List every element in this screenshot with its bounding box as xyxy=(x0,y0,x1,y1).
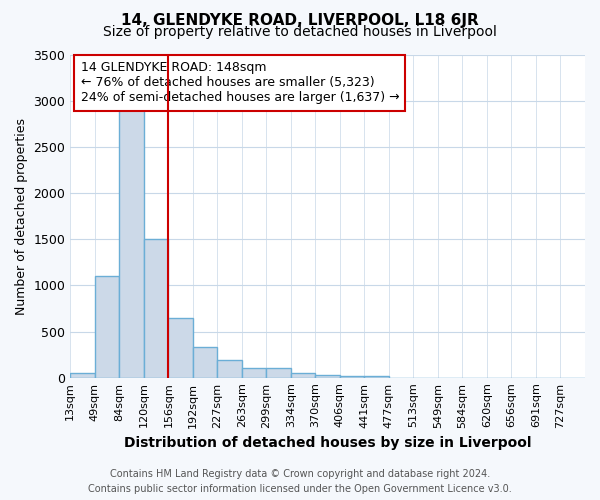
Y-axis label: Number of detached properties: Number of detached properties xyxy=(15,118,28,315)
Bar xyxy=(242,368,266,378)
Text: 14, GLENDYKE ROAD, LIVERPOOL, L18 6JR: 14, GLENDYKE ROAD, LIVERPOOL, L18 6JR xyxy=(121,12,479,28)
Text: 14 GLENDYKE ROAD: 148sqm
← 76% of detached houses are smaller (5,323)
24% of sem: 14 GLENDYKE ROAD: 148sqm ← 76% of detach… xyxy=(80,62,399,104)
Bar xyxy=(193,348,217,378)
Bar xyxy=(217,360,242,378)
Bar xyxy=(266,368,291,378)
Bar xyxy=(169,318,193,378)
Bar xyxy=(316,375,340,378)
X-axis label: Distribution of detached houses by size in Liverpool: Distribution of detached houses by size … xyxy=(124,436,532,450)
Bar xyxy=(340,376,364,378)
Bar xyxy=(95,276,119,378)
Bar xyxy=(144,240,169,378)
Bar xyxy=(70,373,95,378)
Text: Contains HM Land Registry data © Crown copyright and database right 2024.
Contai: Contains HM Land Registry data © Crown c… xyxy=(88,469,512,494)
Bar xyxy=(119,106,144,378)
Bar xyxy=(291,373,316,378)
Text: Size of property relative to detached houses in Liverpool: Size of property relative to detached ho… xyxy=(103,25,497,39)
Bar xyxy=(364,376,389,378)
